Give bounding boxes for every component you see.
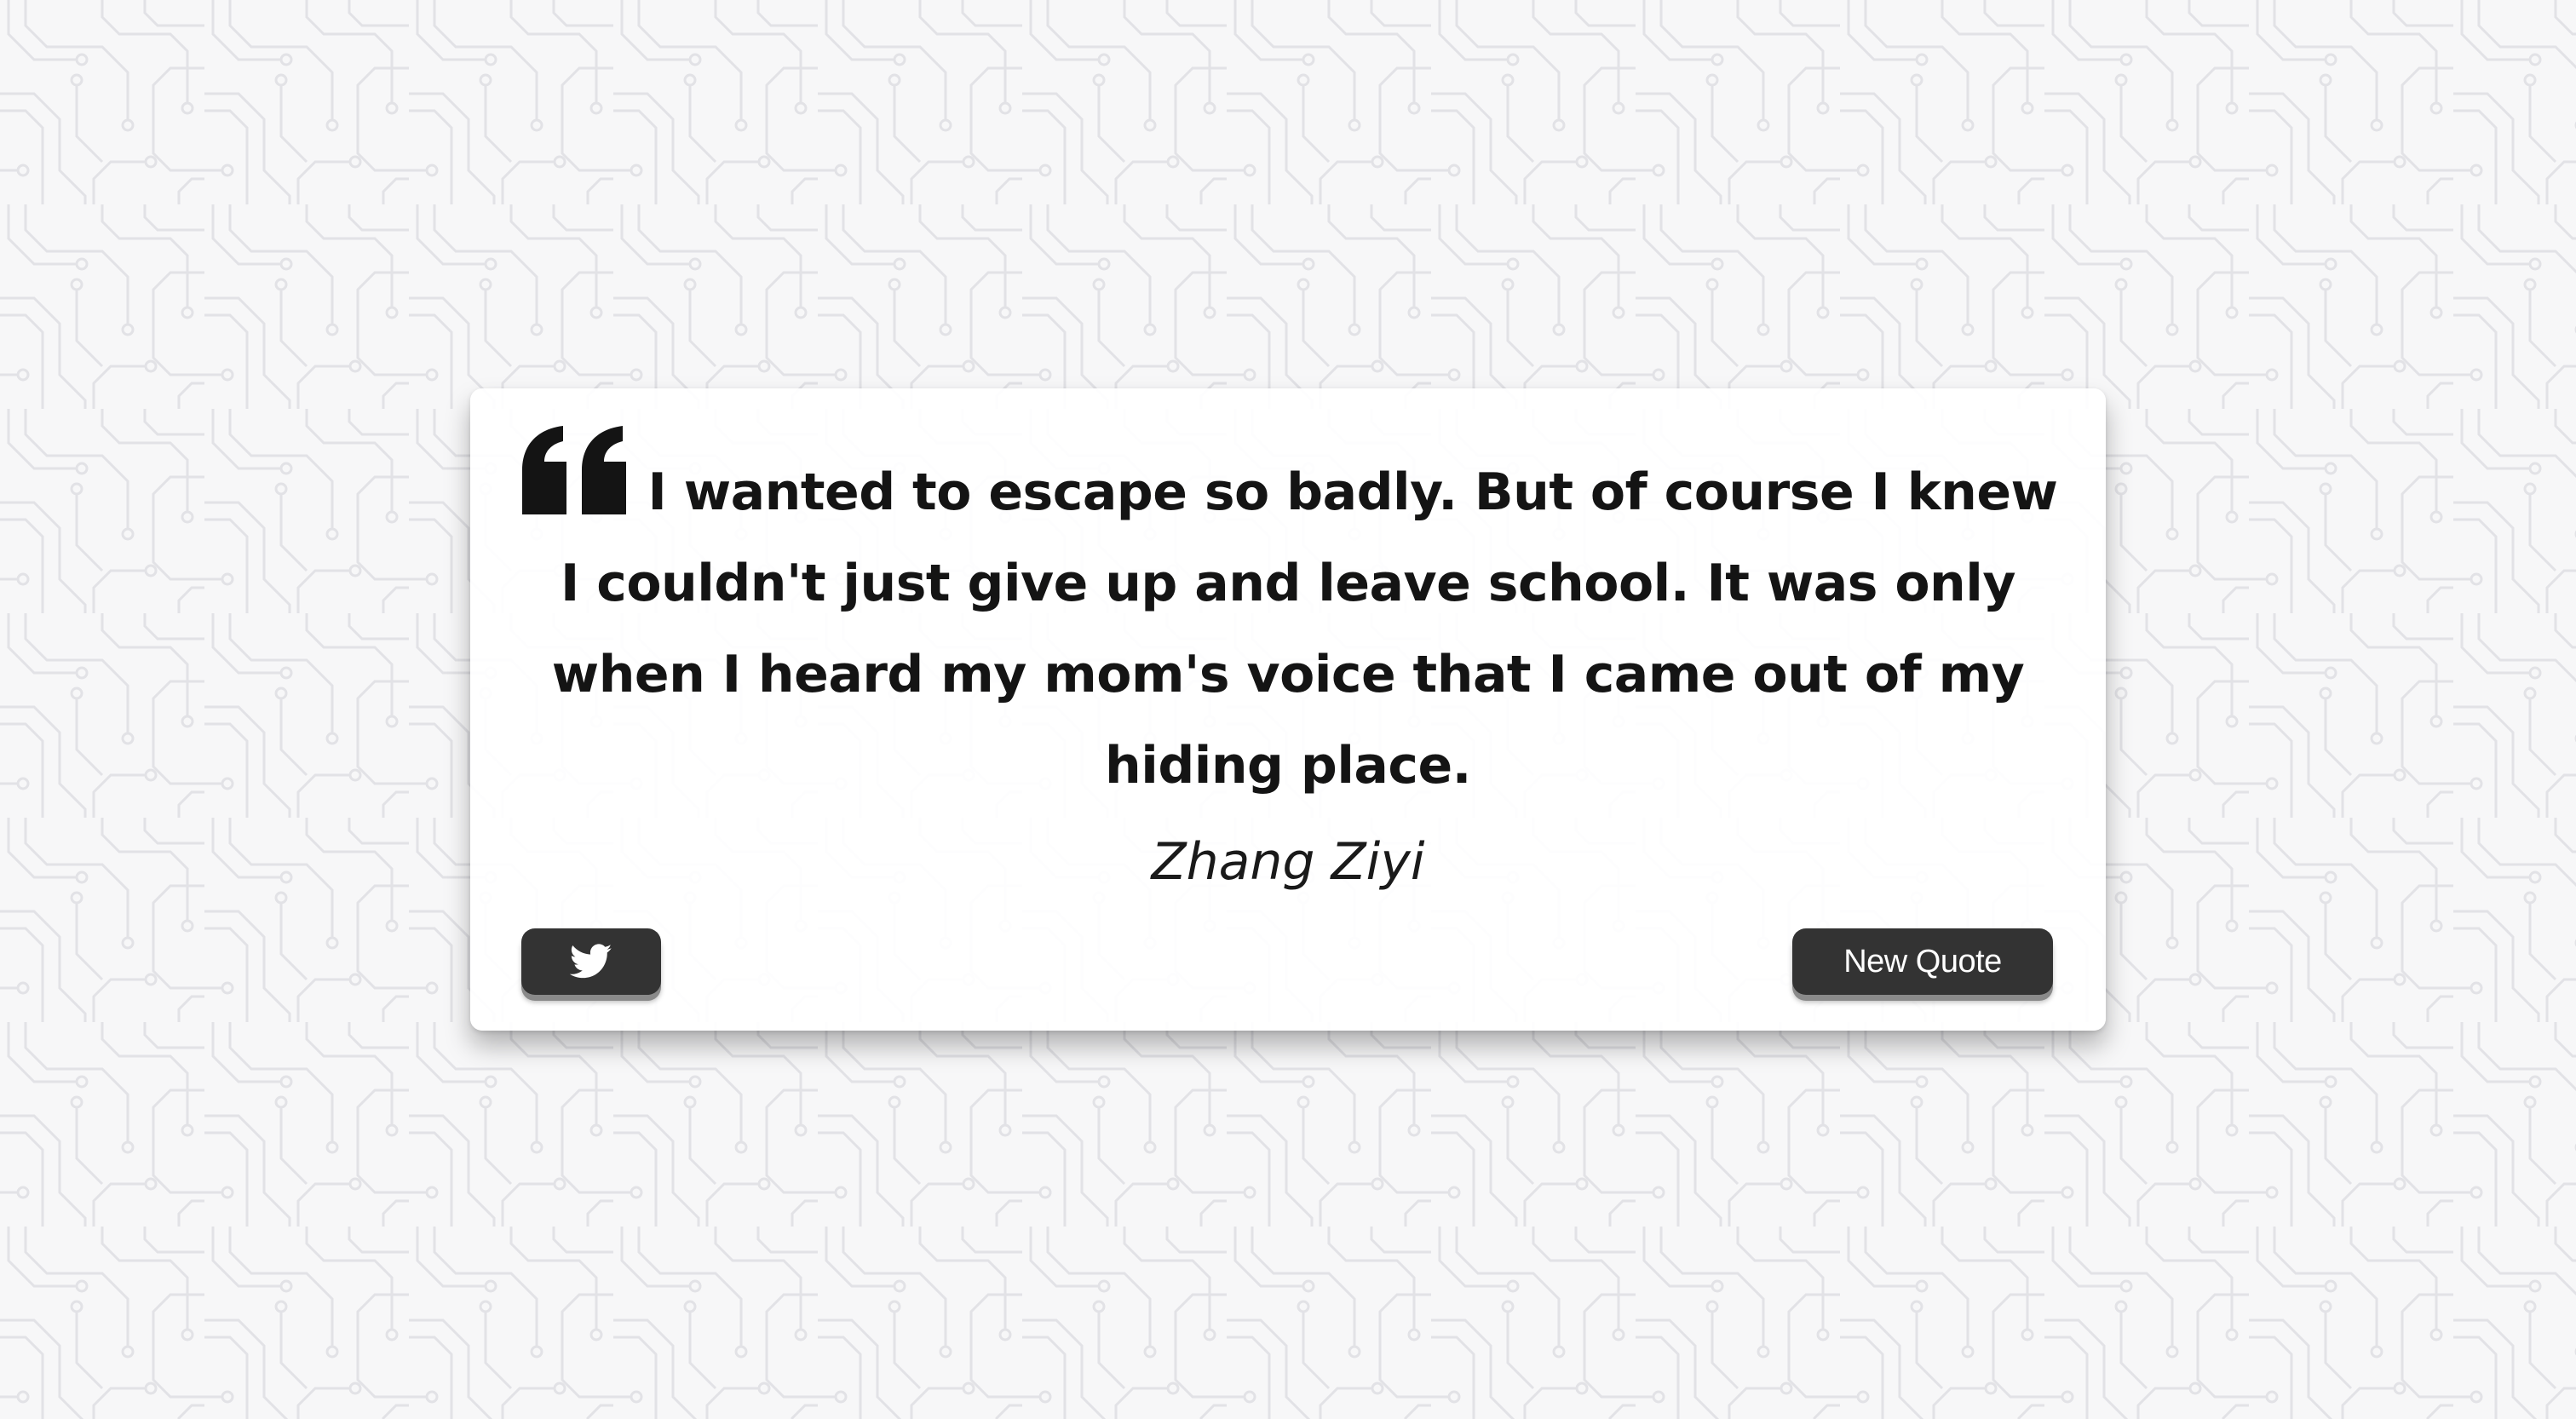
twitter-icon [570, 944, 612, 979]
quote-text: I wanted to escape so badly. But of cour… [551, 462, 2058, 796]
quote-box: I wanted to escape so badly. But of cour… [470, 388, 2106, 1031]
new-quote-button[interactable]: New Quote [1792, 928, 2053, 995]
quote-text-block: I wanted to escape so badly. But of cour… [513, 422, 2063, 812]
tweet-quote-button[interactable] [521, 928, 661, 995]
quote-left-icon [519, 422, 630, 518]
quote-author: Zhang Ziyi [1151, 832, 1425, 892]
